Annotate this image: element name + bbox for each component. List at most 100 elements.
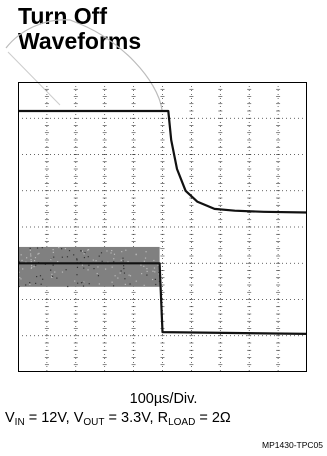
noise-speck xyxy=(87,249,90,251)
noise-speck xyxy=(42,278,44,280)
noise-speck xyxy=(22,268,24,270)
noise-speck xyxy=(35,282,37,284)
noise-speck xyxy=(143,284,145,286)
noise-speck xyxy=(51,275,54,277)
noise-speck xyxy=(122,260,124,262)
noise-speck xyxy=(153,267,156,269)
noise-speck xyxy=(20,278,22,280)
noise-speck xyxy=(30,253,32,255)
oscilloscope-plot xyxy=(18,82,307,372)
noise-speck xyxy=(76,258,78,260)
noise-speck xyxy=(33,265,35,268)
noise-speck xyxy=(83,256,86,259)
noise-speck xyxy=(52,248,54,251)
noise-speck xyxy=(152,270,154,272)
noise-speck xyxy=(87,269,89,271)
noise-speck xyxy=(93,267,95,270)
noise-speck xyxy=(30,267,33,269)
noise-speck xyxy=(97,266,99,268)
noise-speck xyxy=(51,273,53,275)
noise-speck xyxy=(106,250,108,252)
noise-speck xyxy=(158,273,160,275)
noise-speck xyxy=(67,285,69,288)
noise-speck xyxy=(30,259,32,261)
noise-speck xyxy=(110,252,112,254)
trace-2 xyxy=(18,262,307,335)
noise-speck xyxy=(52,264,54,266)
noise-speck xyxy=(113,261,115,263)
title-line-1: Turn Off xyxy=(18,3,107,29)
noise-speck xyxy=(87,249,89,251)
noise-speck xyxy=(121,251,123,253)
noise-speck xyxy=(98,255,100,257)
noise-speck xyxy=(52,251,54,254)
noise-speck xyxy=(124,283,126,286)
noise-speck xyxy=(83,267,85,269)
noise-speck xyxy=(29,281,31,284)
noise-speck xyxy=(58,246,60,249)
noise-speck xyxy=(159,247,161,249)
noise-speck xyxy=(143,260,145,262)
noise-speck xyxy=(87,256,89,258)
noise-speck xyxy=(154,271,156,273)
figure-id: MP1430-TPC05 xyxy=(262,440,323,450)
trace-1 xyxy=(18,109,307,214)
noise-speck xyxy=(111,249,113,252)
noise-speck xyxy=(65,269,67,271)
noise-speck xyxy=(80,249,82,252)
noise-speck xyxy=(26,257,28,259)
noise-speck xyxy=(36,275,38,278)
noise-speck xyxy=(143,265,145,267)
noise-speck xyxy=(64,248,67,250)
noise-speck xyxy=(57,260,59,263)
noise-speck xyxy=(95,260,97,262)
noise-speck xyxy=(37,253,39,255)
switching-band xyxy=(18,246,161,288)
noise-speck xyxy=(157,264,159,266)
noise-speck xyxy=(155,283,157,286)
noise-speck xyxy=(21,259,23,262)
noise-speck xyxy=(54,271,56,273)
noise-speck xyxy=(39,275,42,277)
noise-speck xyxy=(30,264,33,266)
noise-speck xyxy=(117,277,119,279)
noise-speck xyxy=(135,254,137,256)
test-conditions: VIN = 12V, VOUT = 3.3V, RLOAD = 2Ω xyxy=(5,410,231,428)
noise-speck xyxy=(146,270,148,273)
noise-speck xyxy=(74,280,76,282)
noise-speck xyxy=(36,247,39,249)
noise-speck xyxy=(38,252,40,255)
x-axis-scale: 100µs/Div. xyxy=(129,391,198,407)
noise-speck xyxy=(56,277,58,279)
noise-speck xyxy=(151,278,154,281)
noise-speck xyxy=(135,280,137,282)
noise-speck xyxy=(153,259,155,262)
noise-speck xyxy=(123,267,125,270)
noise-speck xyxy=(82,285,85,287)
noise-speck xyxy=(123,265,125,267)
noise-speck xyxy=(120,259,122,261)
noise-speck xyxy=(34,257,37,259)
noise-speck xyxy=(145,251,147,253)
noise-speck xyxy=(100,252,103,254)
noise-speck xyxy=(88,264,90,266)
noise-speck xyxy=(92,259,94,261)
noise-speck xyxy=(101,260,103,262)
noise-speck xyxy=(154,278,156,280)
noise-speck xyxy=(96,272,98,275)
noise-speck xyxy=(140,264,142,266)
noise-speck xyxy=(25,284,27,286)
noise-speck xyxy=(88,283,90,285)
noise-speck xyxy=(98,283,100,285)
noise-speck xyxy=(29,247,31,249)
noise-speck xyxy=(114,275,116,277)
noise-speck xyxy=(50,258,52,261)
noise-speck xyxy=(30,255,32,257)
noise-speck xyxy=(124,278,126,280)
noise-speck xyxy=(77,282,79,284)
noise-speck xyxy=(122,257,124,259)
noise-speck xyxy=(146,274,148,276)
noise-speck xyxy=(76,259,78,261)
noise-speck xyxy=(73,254,75,256)
noise-speck xyxy=(76,266,79,268)
